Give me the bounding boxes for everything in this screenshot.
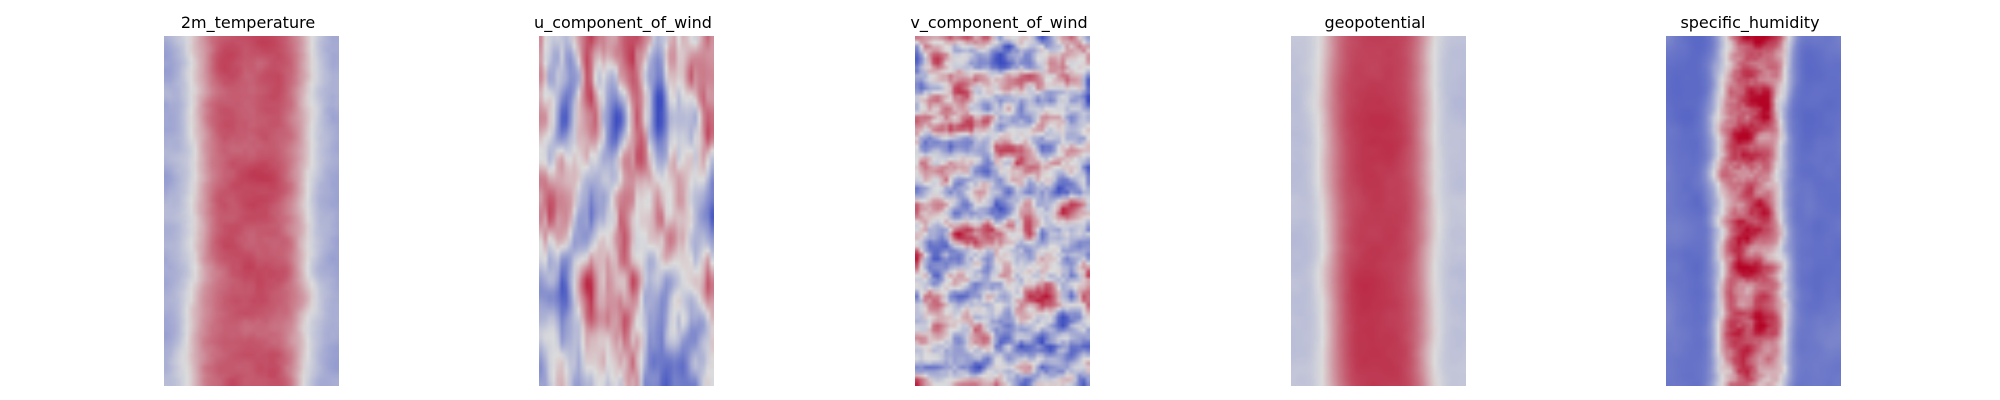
heatmap-2m-temperature xyxy=(164,36,339,386)
panel-title: 2m_temperature xyxy=(180,13,316,32)
panel-specific-humidity: specific_humidity xyxy=(1630,0,1870,400)
panel-u-component-of-wind: u_component_of_wind xyxy=(503,0,743,400)
panel-title: geopotential xyxy=(1324,13,1426,32)
panel-title: v_component_of_wind xyxy=(910,13,1088,32)
panel-v-component-of-wind: v_component_of_wind xyxy=(879,0,1119,400)
panel-2m-temperature: 2m_temperature xyxy=(128,0,368,400)
heatmap-u-component-of-wind xyxy=(539,36,714,386)
panel-geopotential: geopotential xyxy=(1255,0,1495,400)
heatmap-geopotential xyxy=(1291,36,1466,386)
panel-title: specific_humidity xyxy=(1680,13,1820,32)
heatmap-specific-humidity xyxy=(1666,36,1841,386)
panel-title: u_component_of_wind xyxy=(534,13,712,32)
heatmap-v-component-of-wind xyxy=(915,36,1090,386)
